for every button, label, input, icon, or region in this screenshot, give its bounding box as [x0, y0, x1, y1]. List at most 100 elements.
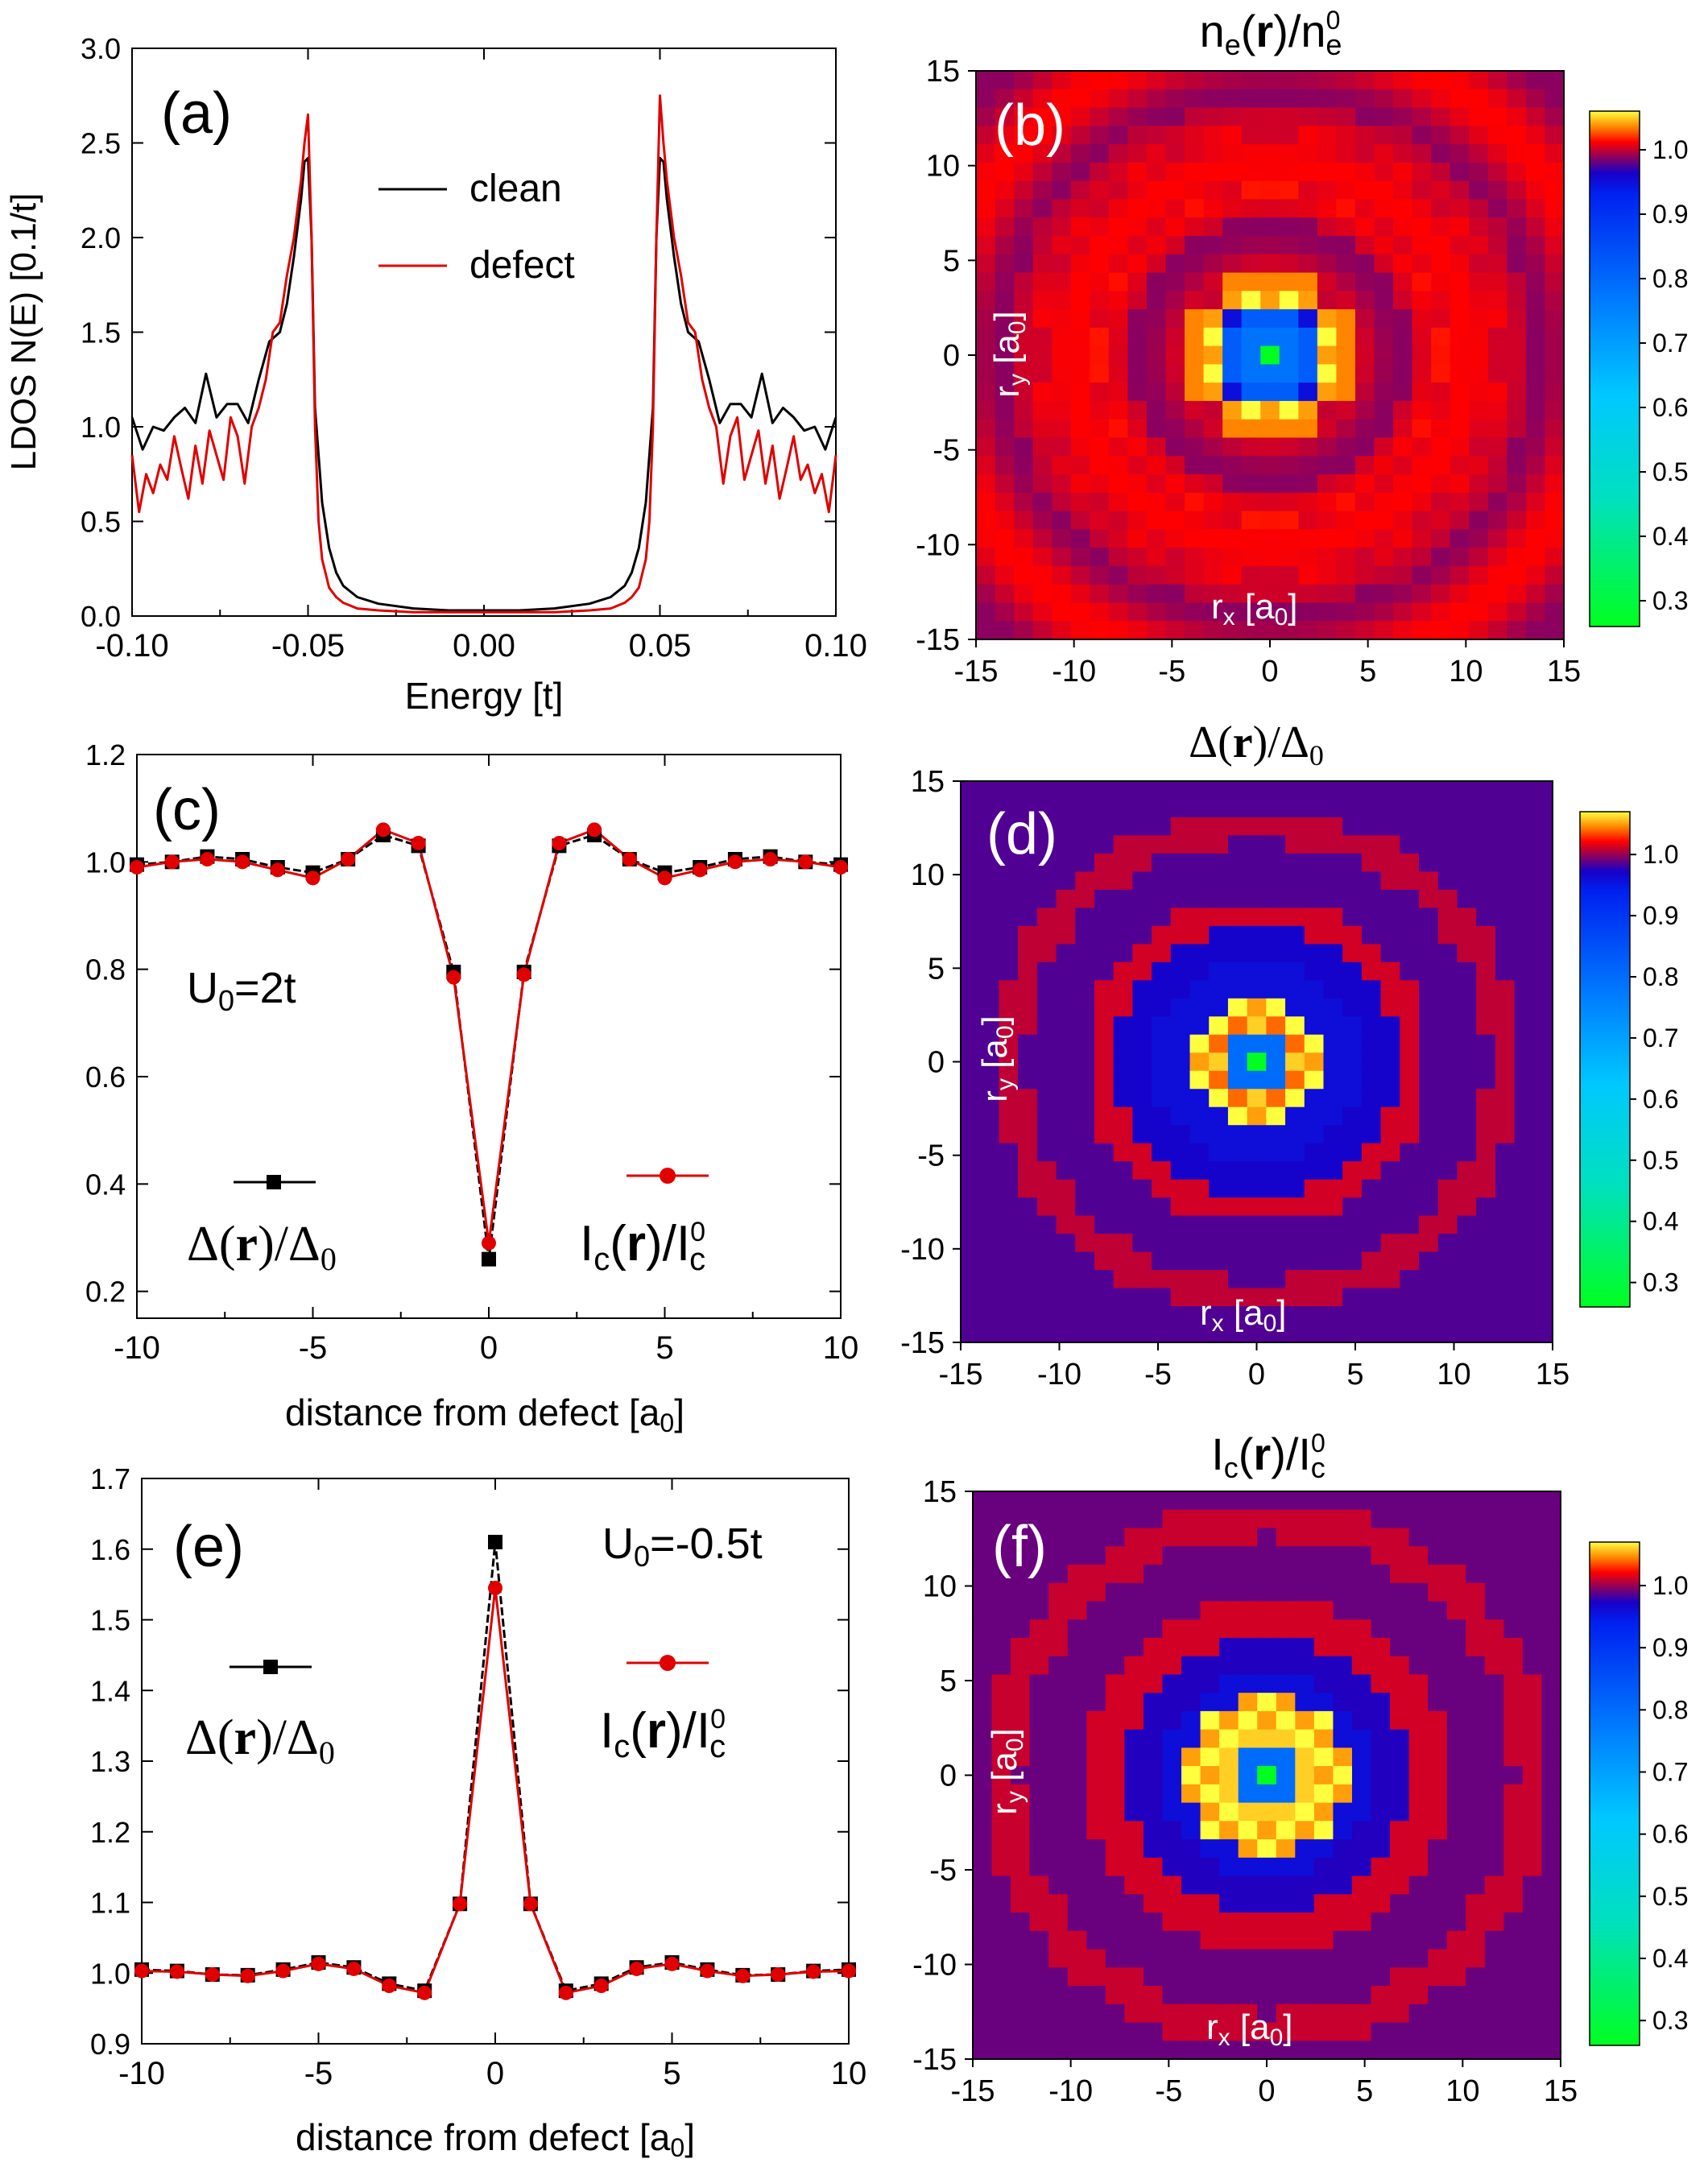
heat-cell: [1390, 1637, 1410, 1657]
heat-cell: [1285, 908, 1305, 927]
y-tick-label: 15: [926, 55, 960, 89]
heat-cell: [1437, 817, 1458, 837]
heat-cell: [1132, 998, 1152, 1017]
heat-cell: [1247, 1324, 1267, 1343]
heat-cell: [1469, 291, 1489, 310]
heat-cell: [1132, 1197, 1152, 1217]
heat-cell: [1285, 1234, 1305, 1253]
heat-cell: [1209, 799, 1229, 818]
heat-cell: [1189, 1234, 1210, 1253]
heat-cell: [1105, 1986, 1125, 2005]
heat-cell: [1503, 2004, 1524, 2024]
heat-cell: [1495, 1270, 1516, 1289]
heat-cell: [1541, 1509, 1561, 1529]
heat-cell: [1227, 1161, 1248, 1181]
heat-cell: [1295, 2022, 1315, 2041]
heat-cell: [1113, 1143, 1133, 1162]
heat-cell: [1146, 565, 1167, 585]
heat-cell: [1108, 199, 1128, 218]
heat-cell: [1487, 254, 1507, 274]
heat-cell: [1247, 1234, 1267, 1253]
heat-cell: [1380, 908, 1400, 927]
colorbar-tick-label: 0.9: [1643, 901, 1678, 930]
heat-cell: [1014, 400, 1034, 420]
data-point-circle: [700, 1963, 715, 1979]
heat-cell: [1533, 1197, 1553, 1217]
heat-cell: [1390, 1528, 1410, 1547]
heat-cell: [1029, 2041, 1049, 2060]
heat-cell: [1476, 1270, 1496, 1289]
heat-cell: [1222, 419, 1243, 439]
heat-cell: [1113, 908, 1133, 927]
heat-cell: [1090, 199, 1110, 218]
heat-cell: [1507, 437, 1527, 457]
heat-cell: [1298, 364, 1318, 383]
heat-cell: [1086, 1949, 1106, 1968]
heat-cell: [1029, 2022, 1049, 2041]
heat-cell: [1032, 180, 1053, 201]
heat-cell: [1419, 1251, 1439, 1271]
heat-cell: [1067, 1747, 1087, 1767]
heat-cell: [1279, 162, 1299, 182]
x-tick-label: 0: [1258, 2074, 1275, 2108]
heat-cell: [1266, 1034, 1286, 1053]
heat-cell: [1323, 1106, 1343, 1126]
heat-cell: [1484, 1528, 1504, 1547]
heat-cell: [1431, 400, 1451, 420]
heat-cell: [1466, 1509, 1486, 1529]
heat-cell: [1170, 835, 1191, 854]
heat-cell: [1014, 529, 1034, 548]
heat-cell: [995, 621, 1015, 640]
heat-cell: [1200, 1693, 1220, 1712]
heat-cell: [1333, 1930, 1353, 1950]
heat-cell: [999, 1052, 1019, 1072]
heat-cell: [1390, 1894, 1410, 1913]
heat-cell: [1056, 817, 1076, 837]
heat-cell: [1257, 2004, 1277, 2024]
heat-cell: [1495, 889, 1516, 908]
heat-cell: [1545, 602, 1565, 622]
heat-cell: [1029, 1913, 1049, 1932]
heat-cell: [1507, 272, 1527, 292]
heat-cell: [1476, 835, 1496, 854]
heat-cell: [1476, 1306, 1496, 1325]
heat-cell: [1393, 107, 1413, 126]
heat-cell: [1361, 1070, 1382, 1090]
heat-cell: [1545, 327, 1565, 347]
heat-cell: [1450, 327, 1470, 347]
heat-cell: [1209, 835, 1229, 854]
heat-cell: [1209, 1089, 1229, 1108]
heat-cell: [979, 781, 1000, 800]
heat-cell: [1276, 1693, 1296, 1712]
heat-cell: [1525, 291, 1546, 310]
heat-cell: [1075, 1234, 1095, 1253]
heat-cell: [1257, 1509, 1277, 1529]
heat-cell: [1431, 437, 1451, 457]
heat-cell: [1390, 1491, 1410, 1511]
heat-cell: [1241, 621, 1261, 640]
heat-cell: [1048, 1802, 1069, 1822]
heat-cell: [1503, 1875, 1524, 1895]
heat-cell: [1336, 419, 1356, 439]
heat-cell: [1185, 126, 1205, 145]
heat-cell: [1181, 1656, 1201, 1676]
y-tick-label: 0.6: [85, 1061, 126, 1094]
heat-cell: [1313, 1784, 1334, 1804]
heat-cell: [1450, 602, 1470, 622]
heat-cell: [1541, 1491, 1561, 1511]
heat-cell: [976, 254, 996, 274]
heat-cell: [1374, 419, 1394, 439]
heat-cell: [1390, 1509, 1410, 1529]
heat-cell: [1336, 345, 1356, 365]
heat-cell: [1056, 1324, 1076, 1343]
heat-cell: [1354, 383, 1375, 402]
heat-cell: [1165, 327, 1185, 347]
panel-d-ylabel: ry [a0]: [975, 1015, 1019, 1102]
heat-cell: [1285, 1161, 1305, 1181]
panel-a-plot-frame: [131, 48, 837, 617]
heat-cell: [1070, 162, 1090, 182]
heat-cell: [1014, 107, 1034, 126]
heat-cell: [1113, 925, 1133, 945]
heat-cell: [1124, 1913, 1144, 1932]
heat-cell: [1014, 474, 1034, 494]
